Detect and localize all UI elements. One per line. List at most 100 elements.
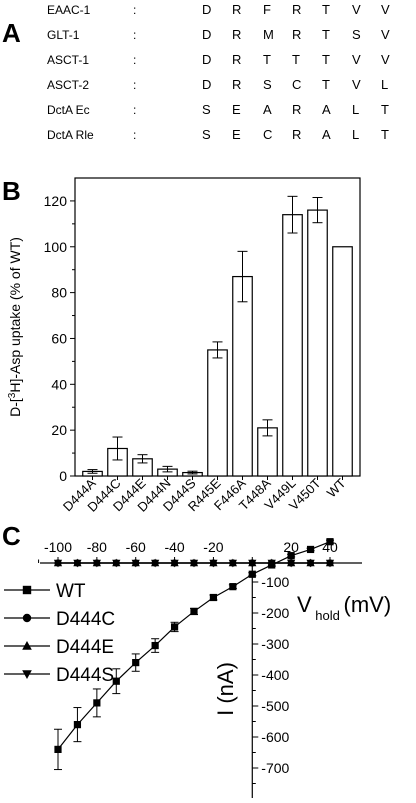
y-tick-label: 60 [51, 330, 67, 346]
iv-x-label: V hold (mV) [297, 592, 391, 623]
alignment-residue: L [352, 127, 359, 142]
data-point-square [209, 593, 218, 602]
legend-label: D444E [56, 637, 114, 658]
panel-c-letter: C [2, 521, 21, 551]
alignment-residue: T [381, 127, 389, 142]
iv-y-tick-label: -600 [261, 729, 289, 745]
alignment-residue: E [232, 102, 241, 117]
alignment-residue: M [263, 27, 274, 42]
iv-y-tick-label: -200 [261, 605, 289, 621]
alignment-residue: R [292, 127, 301, 142]
alignment-residue: S [202, 127, 211, 142]
alignment-residue: D [202, 52, 211, 67]
data-point-square [73, 721, 82, 729]
alignment-residue: L [352, 102, 359, 117]
bar [207, 349, 228, 477]
alignment-residue: T [292, 52, 300, 67]
data-point-circle [22, 613, 32, 623]
data-point-square [229, 583, 237, 591]
iv-plot-axes: -100 -80 -60 -40 -20 20 40-700-600-500-400-300… [38, 539, 391, 798]
legend-label: WT [56, 581, 86, 602]
iv-y-tick-label: -100 [261, 574, 289, 590]
alignment-residue: V [381, 27, 390, 42]
y-tick-label: 0 [59, 468, 67, 484]
data-point-triangle-up [22, 640, 32, 650]
data-point-square [22, 585, 32, 595]
alignment-residue: A [322, 102, 331, 117]
alignment-residue: D [202, 2, 211, 17]
bar [307, 209, 328, 477]
alignment-separator: : [133, 3, 136, 17]
alignment-residue: E [232, 127, 241, 142]
alignment-residue: V [352, 2, 361, 17]
iv-x-tick-label: 20 [283, 539, 299, 555]
alignment-residue: D [202, 27, 211, 42]
alignment-residue: R [292, 27, 301, 42]
alignment-residue: S [352, 27, 361, 42]
iv-y-tick-label: -400 [261, 667, 289, 683]
iv-x-tick-label: -20 [203, 539, 223, 555]
data-point-triangle-down [325, 559, 335, 568]
data-point-triangle-down [248, 559, 257, 568]
data-point-square [190, 607, 198, 616]
alignment-protein-name: ASCT-2 [47, 78, 89, 92]
alignment-residue: L [381, 77, 388, 92]
legend-label: D444S [56, 665, 114, 686]
iv-x-tick-label: -40 [164, 539, 184, 555]
y-tick-label: 120 [44, 193, 68, 209]
data-point-square [248, 570, 256, 578]
alignment-residue: S [263, 77, 272, 92]
data-point-triangle-down [170, 559, 179, 568]
alignment-protein-name: GLT-1 [47, 28, 80, 42]
alignment-residue: A [322, 127, 331, 142]
alignment-residue: T [263, 52, 271, 67]
alignment-separator: : [133, 128, 136, 142]
bar [232, 275, 253, 477]
data-point-triangle-down [189, 559, 199, 568]
iv-plot-legend: WT D444C D444E D444S [4, 581, 115, 686]
data-point-triangle-down [306, 559, 315, 568]
iv-y-label: I (nA) [213, 662, 238, 716]
alignment-residue: R [292, 102, 301, 117]
data-point-square [112, 677, 120, 685]
alignment-residue: T [381, 102, 389, 117]
panel-b-letter: B [2, 176, 21, 206]
alignment-residue: V [352, 77, 361, 92]
iv-y-tick-label: -300 [261, 636, 289, 652]
alignment-residue: V [381, 2, 390, 17]
data-point-square [151, 641, 159, 650]
data-point-square [132, 659, 140, 667]
data-point-triangle-down [22, 670, 32, 680]
data-point-square [306, 545, 315, 554]
data-point-triangle-down [112, 559, 121, 568]
alignment-residue: A [263, 102, 272, 117]
data-point-triangle-down [209, 559, 218, 568]
bar-chart-y-label: D-[3H]-Asp uptake (% of WT) [7, 237, 24, 417]
y-tick-label: 80 [51, 285, 67, 301]
alignment-residue: R [232, 77, 241, 92]
alignment-residue: R [232, 52, 241, 67]
data-point-triangle-down [53, 559, 63, 568]
panel-c-iv-plot: C -100 -80 -60 -40 -20 20 40-700-600-500-400-3… [2, 521, 391, 798]
iv-y-tick-label: -500 [261, 698, 289, 714]
y-tick-label: 100 [44, 239, 68, 255]
alignment-residue: V [381, 52, 390, 67]
data-point-triangle-down [228, 559, 237, 568]
alignment-separator: : [133, 28, 136, 42]
alignment-residue: C [292, 77, 301, 92]
data-point-triangle-down [287, 559, 296, 568]
data-point-triangle-down [92, 559, 101, 568]
data-point-square [93, 699, 101, 707]
panel-b-bar-chart: B 0 20 40 60 80 100 120 D-[3H]-Asp uptake (% of… [2, 176, 361, 515]
alignment-separator: : [133, 78, 136, 92]
bar [332, 246, 353, 477]
alignment-protein-name: EAAC-1 [47, 3, 91, 17]
x-tick-label: WT [324, 475, 349, 500]
alignment-residue: S [202, 102, 211, 117]
iv-x-tick-label: -60 [126, 539, 146, 555]
data-point-square [54, 745, 62, 753]
bar [282, 214, 303, 477]
data-point-square [170, 623, 179, 631]
